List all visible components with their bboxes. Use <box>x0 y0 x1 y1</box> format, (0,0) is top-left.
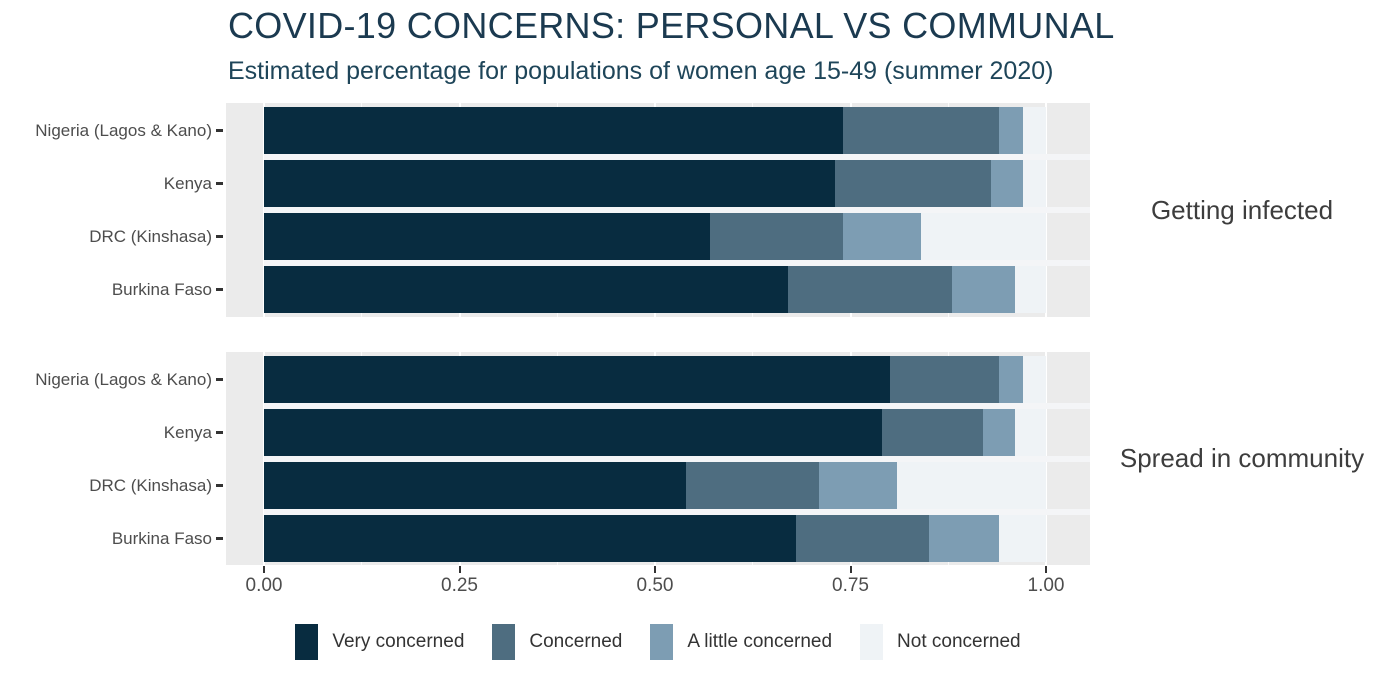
y-axis-tick <box>216 431 223 434</box>
x-axis-tick <box>654 566 656 573</box>
bar-row-kenya <box>264 160 1046 207</box>
y-axis-category-label-nigeria-lagos-kano: Nigeria (Lagos & Kano) <box>35 369 212 389</box>
bar-segment-not-concerned <box>1022 356 1046 403</box>
legend-label: Not concerned <box>897 631 1021 652</box>
y-axis-tick <box>216 235 223 238</box>
bar-row-drc-kinshasa <box>264 213 1046 260</box>
bar-segment-a-little-concerned <box>991 160 1023 207</box>
bar-segment-not-concerned <box>1022 160 1046 207</box>
legend-item-a-little-concerned: A little concerned <box>650 624 832 660</box>
legend-item-very-concerned: Very concerned <box>295 624 464 660</box>
x-axis-tick <box>263 566 265 573</box>
y-axis-category-label-drc-kinshasa: DRC (Kinshasa) <box>89 475 212 495</box>
bar-segment-very-concerned <box>264 409 882 456</box>
legend-item-concerned: Concerned <box>492 624 622 660</box>
y-axis-category-label-drc-kinshasa: DRC (Kinshasa) <box>89 226 212 246</box>
bar-segment-very-concerned <box>264 515 796 562</box>
y-axis-category-label-nigeria-lagos-kano: Nigeria (Lagos & Kano) <box>35 120 212 140</box>
bar-segment-a-little-concerned <box>952 266 1015 313</box>
facet-label-spread-in-community: Spread in community <box>1119 443 1365 473</box>
bar-row-burkina-faso <box>264 266 1046 313</box>
bar-segment-not-concerned <box>1014 409 1046 456</box>
bar-segment-not-concerned <box>1014 266 1046 313</box>
row-gap <box>264 456 1090 462</box>
bar-segment-a-little-concerned <box>983 409 1015 456</box>
bar-segment-concerned <box>787 266 953 313</box>
y-axis-category-label-kenya: Kenya <box>163 422 212 442</box>
bar-segment-concerned <box>686 462 820 509</box>
x-axis-tick <box>1045 566 1047 573</box>
bar-segment-concerned <box>834 160 992 207</box>
row-gap <box>264 207 1090 213</box>
bar-segment-a-little-concerned <box>999 107 1023 154</box>
y-axis-tick <box>216 129 223 132</box>
bar-segment-a-little-concerned <box>819 462 898 509</box>
y-axis-tick <box>216 484 223 487</box>
legend-label: Very concerned <box>332 631 465 652</box>
y-axis-tick <box>216 537 223 540</box>
y-axis-category-label-burkina-faso: Burkina Faso <box>111 279 212 299</box>
bar-segment-concerned <box>881 409 984 456</box>
panel-getting-infected <box>226 103 1090 317</box>
bar-segment-a-little-concerned <box>928 515 1000 562</box>
y-axis-category-label-kenya: Kenya <box>163 173 212 193</box>
bar-segment-not-concerned <box>1022 107 1046 154</box>
row-gap <box>264 509 1090 515</box>
x-axis-tick <box>849 566 852 573</box>
legend-label: A little concerned <box>687 631 833 652</box>
y-axis-tick <box>216 182 223 185</box>
legend: Very concerned Concerned A little concerne… <box>226 620 1090 664</box>
legend-key-a-little-concerned <box>650 624 674 660</box>
bar-segment-very-concerned <box>264 107 843 154</box>
bar-segment-a-little-concerned <box>999 356 1023 403</box>
bar-segment-a-little-concerned <box>842 213 921 260</box>
legend-key-concerned <box>492 624 516 660</box>
facet-label-getting-infected: Getting infected <box>1150 194 1334 225</box>
legend-key-not-concerned <box>860 624 884 660</box>
legend-item-not-concerned: Not concerned <box>860 624 1021 660</box>
bar-row-drc-kinshasa <box>264 462 1046 509</box>
legend-key-very-concerned <box>295 624 319 660</box>
row-gap <box>264 403 1090 409</box>
bar-segment-very-concerned <box>264 266 788 313</box>
bar-segment-very-concerned <box>264 462 687 509</box>
x-axis-tick-label: 1.00 <box>1027 575 1065 596</box>
y-axis-tick <box>216 288 223 291</box>
x-axis-tick-label: 0.75 <box>832 575 869 596</box>
panel-spread-in-community <box>226 352 1090 565</box>
bar-row-kenya <box>264 409 1046 456</box>
y-axis-category-label-burkina-faso: Burkina Faso <box>111 528 212 548</box>
row-gap <box>264 154 1090 160</box>
bar-segment-concerned <box>842 107 1000 154</box>
bar-segment-not-concerned <box>897 462 1046 509</box>
bar-segment-concerned <box>795 515 929 562</box>
chart-title: COVID-19 CONCERNS: PERSONAL VS COMMUNAL <box>228 5 1115 46</box>
bar-segment-very-concerned <box>264 356 890 403</box>
bar-row-burkina-faso <box>264 515 1046 562</box>
legend-label: Concerned <box>529 631 623 652</box>
bar-segment-not-concerned <box>999 515 1046 562</box>
y-axis-tick <box>216 378 223 381</box>
bar-segment-not-concerned <box>920 213 1046 260</box>
x-axis-tick-label: 0.50 <box>636 575 674 596</box>
x-axis-tick-label: 0.00 <box>245 575 283 596</box>
bar-row-nigeria-lagos-kano <box>264 107 1046 154</box>
x-axis-tick <box>458 566 461 573</box>
bar-segment-very-concerned <box>264 213 710 260</box>
bar-segment-concerned <box>709 213 843 260</box>
x-axis-tick-label: 0.25 <box>441 575 478 596</box>
bar-segment-very-concerned <box>264 160 835 207</box>
row-gap <box>264 260 1090 266</box>
bar-row-nigeria-lagos-kano <box>264 356 1046 403</box>
chart-subtitle: Estimated percentage for populations of … <box>228 57 1054 85</box>
bar-segment-concerned <box>889 356 1000 403</box>
